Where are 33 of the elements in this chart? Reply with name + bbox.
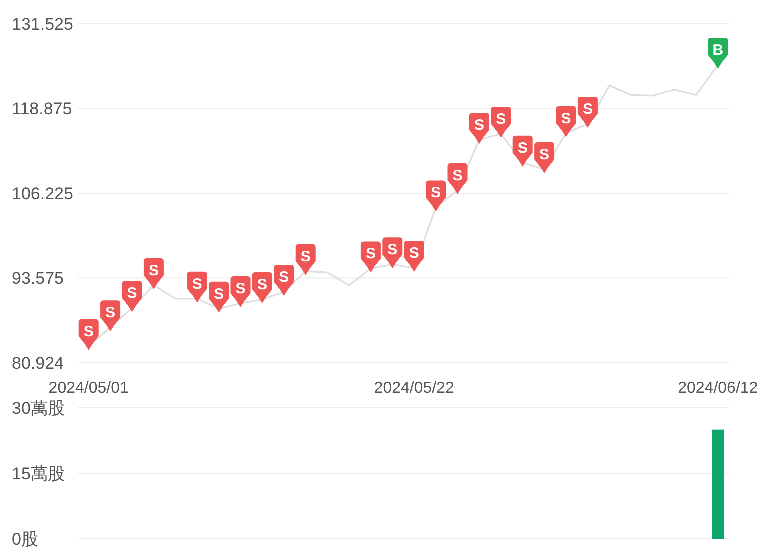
series-label: S	[431, 184, 442, 202]
series-label: S	[300, 248, 311, 265]
x-tick-label: 2024/06/12	[678, 380, 758, 396]
series-label: S	[366, 245, 376, 262]
series-label: S	[409, 244, 420, 262]
series-label: S	[474, 116, 484, 134]
series-label: S	[518, 139, 528, 156]
series-label: S	[148, 262, 159, 279]
y-tick-label: 0股	[12, 530, 38, 548]
series-label: S	[192, 275, 202, 292]
y-tick-label: 106.225	[12, 184, 74, 203]
x-tick-label: 2024/05/22	[374, 380, 454, 396]
series-label: S	[279, 268, 290, 286]
y-tick-label: 80.924	[12, 354, 64, 372]
series-label: S	[452, 166, 463, 184]
series-label: S	[388, 241, 398, 258]
y-tick-label: 30萬股	[12, 398, 65, 418]
series-label: S	[561, 110, 572, 127]
y-tick-label: 93.575	[12, 268, 64, 288]
series-label: S	[84, 322, 94, 340]
series-label: S	[236, 280, 246, 298]
series-label: S	[540, 146, 550, 164]
series-label: S	[127, 284, 138, 302]
x-tick-label: 2024/05/01	[48, 380, 129, 396]
y-tick-label: 131.525	[12, 14, 74, 34]
series-label: S	[496, 110, 506, 128]
y-tick-label: 118.875	[12, 99, 72, 118]
series-label: S	[257, 276, 268, 294]
series-label: S	[582, 100, 593, 118]
y-tick-label: 15萬股	[12, 464, 65, 483]
series-label: S	[214, 285, 224, 302]
series-label: B	[712, 42, 724, 59]
series-label: S	[106, 304, 116, 322]
